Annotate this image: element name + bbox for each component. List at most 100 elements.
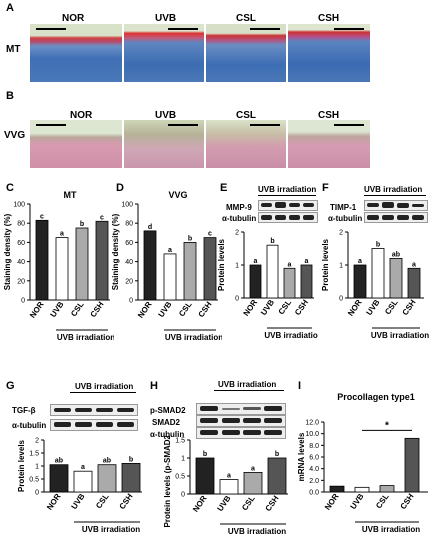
y-tick-label: 20 — [125, 278, 133, 285]
uvb-header-line-f — [364, 195, 426, 196]
bar-uvb — [371, 248, 385, 299]
y-tick-label: 2 — [235, 230, 239, 237]
category-label: UVB — [349, 492, 366, 511]
y-tick-label: 0.0 — [309, 490, 319, 497]
significance-letter: b — [80, 221, 84, 228]
bar-uvb — [163, 253, 177, 301]
scale-bar — [36, 28, 66, 30]
mt-image-csh — [288, 24, 370, 82]
chart-e: 0 1 2 Protein levels a NOR b UVB a CSL a CSH UVB irr… — [217, 230, 318, 341]
bar-csl — [75, 227, 89, 301]
y-tick-label: 60 — [125, 240, 133, 247]
x-axis-label: UVB irradiation — [165, 333, 222, 342]
group-label-uvb: UVB — [155, 110, 177, 121]
blot-label-tubulin-e: α-tubulin — [222, 214, 257, 223]
significance-letter: ab — [55, 458, 63, 465]
scale-bar — [250, 124, 280, 126]
bar-csl — [283, 267, 296, 299]
bar-csl — [183, 242, 197, 301]
category-label: UVB — [216, 494, 233, 513]
y-axis-label: Staining density (%) — [111, 213, 120, 290]
category-label: CSL — [240, 494, 257, 512]
y-tick-label: 1 — [339, 263, 343, 270]
category-label: UVB — [49, 300, 66, 319]
category-label: NOR — [191, 494, 209, 514]
panel-label-g: G — [6, 380, 15, 392]
significance-letter: a — [168, 247, 172, 254]
category-label: NOR — [242, 298, 260, 318]
chart-title: MT — [64, 190, 77, 200]
y-tick-label: 0 — [21, 298, 25, 305]
bar-nor — [353, 264, 367, 299]
bar-csh — [203, 237, 217, 301]
y-tick-label: 100 — [121, 202, 133, 209]
bar-uvb — [354, 486, 370, 493]
uvb-header-line-e — [258, 195, 316, 196]
y-tick-label: 60 — [17, 240, 25, 247]
category-label: NOR — [136, 300, 154, 320]
bar-csh — [267, 457, 287, 495]
vvg-image-csh — [288, 120, 370, 168]
bar-nor — [195, 457, 215, 495]
group-label-csh: CSH — [318, 13, 340, 24]
category-label: UVB — [259, 298, 276, 317]
significance-letter: b — [275, 451, 279, 458]
bar-csh — [95, 220, 109, 301]
panel-label-f: F — [322, 182, 329, 194]
scale-bar — [334, 28, 364, 30]
y-tick-label: 40 — [17, 259, 25, 266]
significance-letter: a — [358, 258, 362, 265]
category-label: NOR — [323, 492, 341, 512]
category-label: UVB — [157, 300, 174, 319]
uvb-header-e: UVB irradiation — [258, 185, 317, 194]
blot-label-tubulin-f: α-tubulin — [328, 214, 363, 223]
bar-csh — [404, 437, 420, 493]
blot-label-tubulin-g: α-tubulin — [12, 421, 47, 430]
significance-letter: a — [288, 261, 292, 268]
blot-label-tgfb: TGF-β — [12, 406, 36, 415]
bar-csl — [379, 485, 395, 493]
y-axis-label: Protein levels — [217, 238, 226, 291]
y-tick-label: 0 — [181, 492, 185, 499]
y-tick-label: 2 — [339, 230, 343, 237]
category-label: CSH — [89, 300, 106, 319]
x-axis-label: UVB irradiation — [82, 525, 140, 534]
mt-image-csl — [206, 24, 286, 82]
y-tick-label: 8.0 — [309, 443, 319, 450]
blot-label-smad2: SMAD2 — [152, 418, 181, 427]
bar-uvb — [55, 237, 69, 301]
vvg-image-csl — [206, 120, 286, 168]
vvg-image-nor — [30, 120, 122, 168]
category-label: CSL — [177, 300, 194, 318]
row-label-mt: MT — [6, 44, 21, 55]
chart-i: Procollagen type1 0.0 2.0 4.0 6.0 8.0 10.0 12.0… — [297, 392, 428, 534]
y-tick-label: 20 — [17, 278, 25, 285]
bar-nor — [49, 464, 69, 493]
category-label: CSH — [197, 300, 214, 319]
blot-tgfb — [50, 404, 138, 416]
significance-letter: b — [376, 242, 380, 249]
scale-bar — [334, 124, 364, 126]
blot-psmad2 — [196, 403, 286, 415]
row-label-vvg: VVG — [4, 130, 26, 141]
y-tick-label: 100 — [13, 202, 25, 209]
category-label: NOR — [346, 298, 364, 318]
chart-title: VVG — [168, 190, 187, 200]
x-axis-label: UVB irradiation — [264, 331, 318, 340]
significance-letter: a — [254, 258, 258, 265]
x-axis-label: UVB irradiation — [371, 331, 429, 340]
mt-image-nor — [30, 24, 122, 82]
category-label: CSH — [399, 492, 416, 511]
significance-letter: a — [412, 261, 416, 268]
y-tick-label: 6.0 — [309, 455, 319, 462]
significance-letter: a — [81, 464, 85, 471]
category-label: CSL — [277, 298, 294, 316]
group-label-csh: CSH — [318, 110, 340, 121]
y-axis-label: Protein levels — [17, 439, 26, 492]
y-tick-label: 80 — [125, 221, 133, 228]
category-label: CSL — [383, 298, 400, 316]
y-tick-label: 10.0 — [305, 431, 319, 438]
scale-bar — [250, 28, 280, 30]
chart-f: 0 1 2 Protein levels a NOR b UVB ab CSL a CSH UVB ir… — [321, 230, 429, 341]
panel-label-a: A — [6, 2, 14, 14]
